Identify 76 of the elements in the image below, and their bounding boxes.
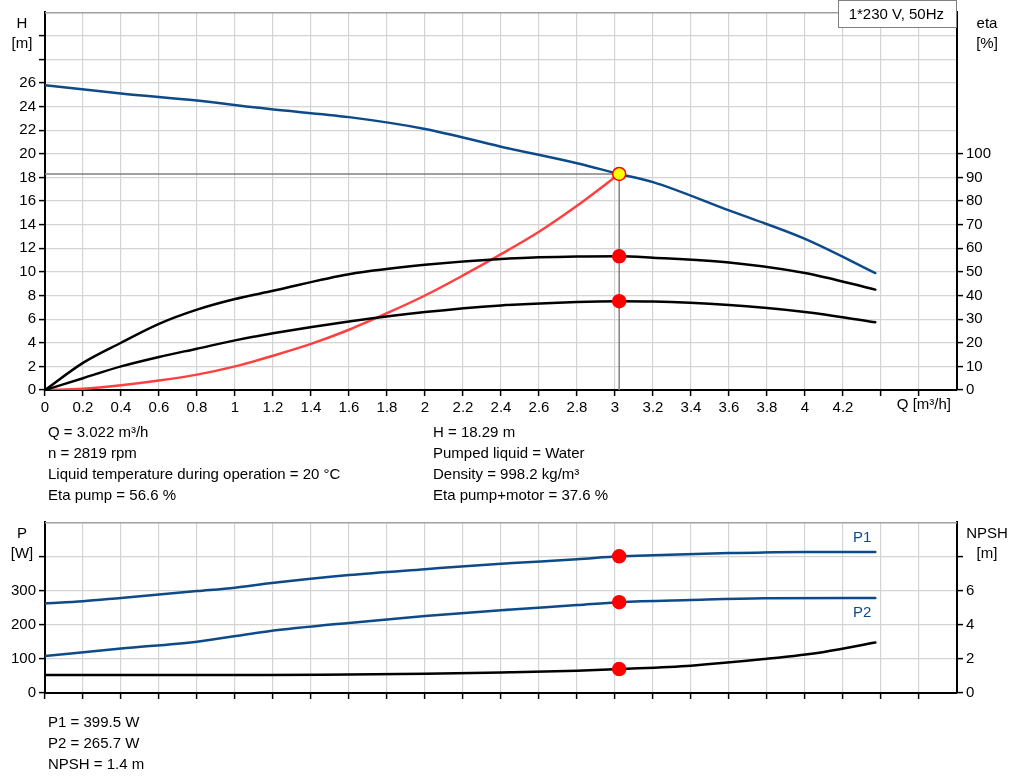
y2-tick-label: 20 [966, 332, 983, 350]
y-tick-label: 26 [19, 73, 36, 91]
y2-tick-label: 70 [966, 214, 983, 232]
y-tick-label: 0 [27, 683, 36, 701]
line-series [45, 596, 877, 658]
series-label: P2 [852, 603, 872, 621]
y2-tick-label: 6 [966, 580, 975, 598]
x-tick-label: 0.4 [110, 398, 132, 416]
chart-title: 1*230 V, 50Hz [837, 0, 957, 28]
x-tick-label: 2.8 [566, 398, 588, 416]
text: Q = 3.022 m³/h [48, 423, 150, 441]
y2-tick-label: 90 [966, 167, 983, 185]
y-tick-label: 22 [19, 120, 36, 138]
y2-tick-label: 50 [966, 262, 983, 280]
text: Pumped liquid = Water [433, 444, 586, 462]
y-tick-label: 200 [10, 614, 36, 632]
x-tick-label: 3.8 [756, 398, 778, 416]
y-tick-label: 10 [19, 262, 36, 280]
x-tick-label: 2.4 [490, 398, 512, 416]
x-tick-label: 2.6 [528, 398, 550, 416]
y-tick-label: 24 [19, 96, 36, 114]
text: n = 2819 rpm [48, 444, 138, 462]
y2-tick-label: 60 [966, 238, 983, 256]
x-tick-label: 1.2 [262, 398, 284, 416]
text: P1 = 399.5 W [48, 713, 141, 731]
y2-tick-label: 4 [966, 614, 975, 632]
y-axis-title: P [W] [10, 524, 34, 562]
x-tick-label: 3.6 [718, 398, 740, 416]
y2-axis-title: NPSH [m] [966, 524, 1008, 562]
x-tick-label: 4.2 [832, 398, 854, 416]
y2-tick-label: 2 [966, 648, 975, 666]
x-tick-label: 1.4 [300, 398, 322, 416]
x-tick-label: 0.2 [72, 398, 94, 416]
x-tick-label: 1.6 [338, 398, 360, 416]
x-axis-title: Q [m³/h] [896, 395, 951, 413]
y2-tick-label: 0 [966, 683, 975, 701]
y-axis-title: H [m] [11, 14, 33, 52]
y2-tick-label: 30 [966, 309, 983, 327]
x-tick-label: 2.2 [452, 398, 474, 416]
x-tick-label: 3.2 [642, 398, 664, 416]
x-tick-label: 2 [420, 398, 430, 416]
y-tick-label: 100 [10, 648, 36, 666]
x-tick-label: 0 [40, 398, 50, 416]
y-tick-label: 14 [19, 214, 36, 232]
y2-tick-label: 0 [966, 380, 975, 398]
line-series [45, 550, 877, 605]
x-tick-label: 0.6 [148, 398, 170, 416]
text: Eta pump = 56.6 % [48, 486, 177, 504]
y2-tick-label: 80 [966, 191, 983, 209]
y-tick-label: 12 [19, 238, 36, 256]
y-tick-label: 8 [27, 285, 36, 303]
y-tick-label: 0 [27, 380, 36, 398]
y-tick-label: 300 [10, 580, 36, 598]
y2-tick-label: 40 [966, 285, 983, 303]
y-tick-label: 20 [19, 143, 36, 161]
text: NPSH = 1.4 m [48, 755, 146, 773]
y2-axis-title: eta [%] [976, 14, 999, 52]
text: P2 = 265.7 W [48, 734, 141, 752]
y-tick-label: 6 [27, 309, 36, 327]
x-tick-label: 1 [230, 398, 240, 416]
y-tick-label: 4 [27, 332, 36, 350]
x-tick-label: 1.8 [376, 398, 398, 416]
y-tick-label: 2 [27, 356, 36, 374]
y2-tick-label: 10 [966, 356, 983, 374]
text: H = 18.29 m [433, 423, 517, 441]
text: Liquid temperature during operation = 20 °C [48, 465, 342, 483]
series-label: P1 [852, 528, 872, 546]
x-tick-label: 3 [610, 398, 620, 416]
x-tick-label: 4 [800, 398, 810, 416]
x-tick-label: 0.8 [186, 398, 208, 416]
y-tick-label: 18 [19, 167, 36, 185]
text: Eta pump+motor = 37.6 % [433, 486, 610, 504]
y-tick-label: 16 [19, 191, 36, 209]
text: Density = 998.2 kg/m³ [433, 465, 581, 483]
y2-tick-label: 100 [966, 143, 992, 161]
x-tick-label: 3.4 [680, 398, 702, 416]
